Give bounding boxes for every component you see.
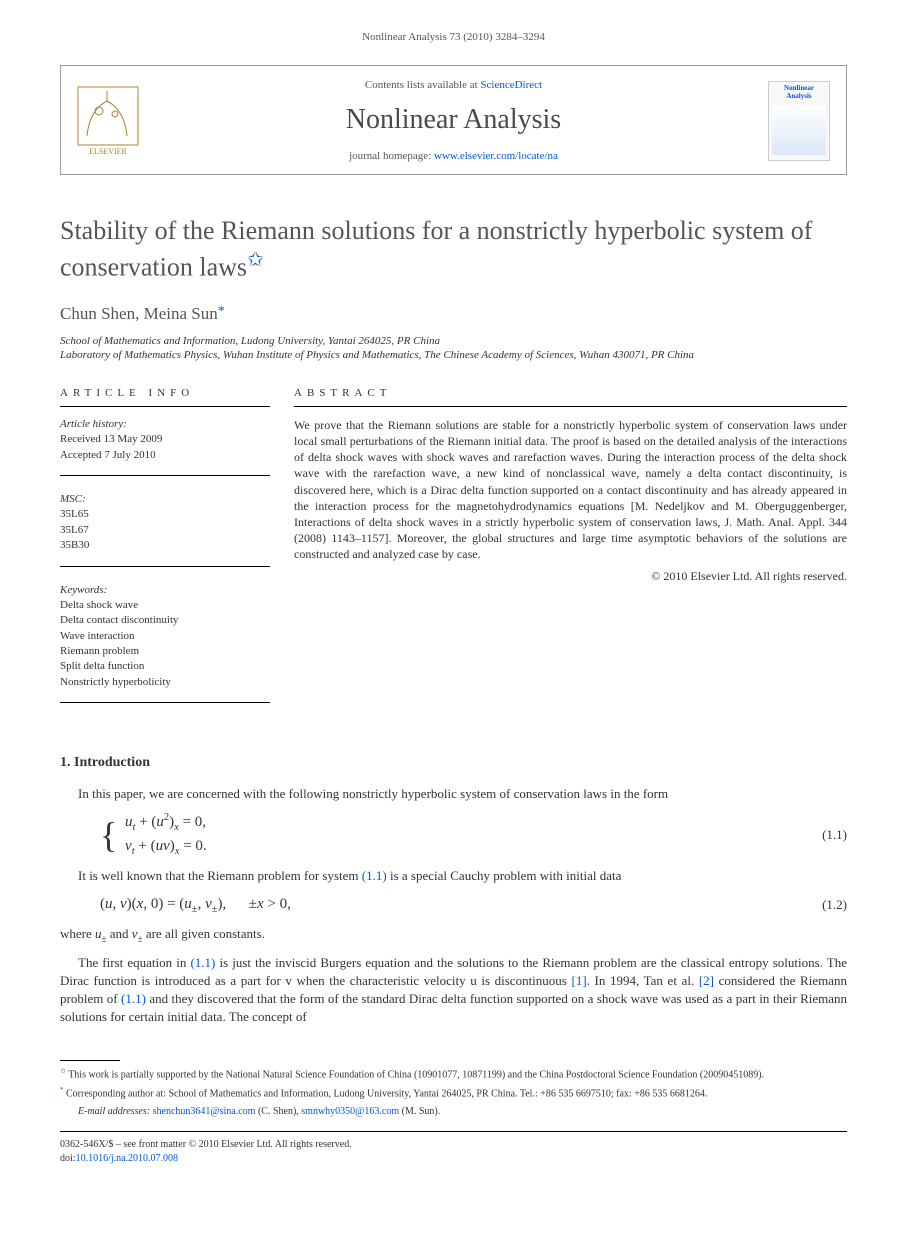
journal-title: Nonlinear Analysis xyxy=(155,100,752,139)
footnote-text: Corresponding author at: School of Mathe… xyxy=(64,1089,708,1100)
eq-line-2: vt + (uv)x = 0. xyxy=(125,838,207,854)
title-footnote-star-icon: ✩ xyxy=(247,249,264,271)
msc-code: 35L65 xyxy=(60,507,270,522)
affiliation-2: Laboratory of Mathematics Physics, Wuhan… xyxy=(60,348,847,362)
running-head: Nonlinear Analysis 73 (2010) 3284–3294 xyxy=(60,30,847,45)
email-link[interactable]: shenchun3641@sina.com xyxy=(153,1106,256,1117)
eq-ref-link[interactable]: (1.1) xyxy=(190,955,215,970)
homepage-line: journal homepage: www.elsevier.com/locat… xyxy=(155,149,752,164)
doi-line: doi:10.1016/j.na.2010.07.008 xyxy=(60,1152,847,1166)
abstract-heading: ABSTRACT xyxy=(294,386,847,406)
equation-number: (1.1) xyxy=(787,826,847,844)
abstract-copyright: © 2010 Elsevier Ltd. All rights reserved… xyxy=(294,568,847,585)
info-abstract-row: ARTICLE INFO Article history: Received 1… xyxy=(60,386,847,719)
title-text: Stability of the Riemann solutions for a… xyxy=(60,216,812,281)
article-info-column: ARTICLE INFO Article history: Received 1… xyxy=(60,386,270,719)
history-accepted: Accepted 7 July 2010 xyxy=(60,448,270,463)
doi-link[interactable]: 10.1016/j.na.2010.07.008 xyxy=(76,1153,179,1164)
contents-available-line: Contents lists available at ScienceDirec… xyxy=(155,78,752,93)
email-link[interactable]: smnwhy0350@163.com xyxy=(301,1106,399,1117)
article-history-block: Article history: Received 13 May 2009 Ac… xyxy=(60,417,270,476)
section-1-heading: 1. Introduction xyxy=(60,753,847,773)
history-label: Article history: xyxy=(60,417,270,432)
left-brace-icon: { xyxy=(100,826,117,844)
text: The first equation in xyxy=(78,955,190,970)
text: It is well known that the Riemann proble… xyxy=(78,868,362,883)
keyword: Wave interaction xyxy=(60,629,270,644)
front-matter-line: 0362-546X/$ – see front matter © 2010 El… xyxy=(60,1138,847,1152)
homepage-prefix: journal homepage: xyxy=(349,150,434,162)
equation-body: { ut + (u2)x = 0, vt + (uv)x = 0. xyxy=(100,811,787,859)
msc-code: 35L67 xyxy=(60,523,270,538)
keyword: Delta shock wave xyxy=(60,598,270,613)
equation-1-2: (u, v)(x, 0) = (u±, v±), ±x > 0, (1.2) xyxy=(60,894,847,918)
contents-prefix: Contents lists available at xyxy=(365,79,480,91)
bottom-rule xyxy=(60,1131,847,1132)
keywords-block: Keywords: Delta shock wave Delta contact… xyxy=(60,583,270,704)
equation-number: (1.2) xyxy=(787,896,847,914)
paragraph-4: The first equation in (1.1) is just the … xyxy=(60,954,847,1027)
text: . In 1994, Tan et al. xyxy=(587,973,699,988)
eq-ref-link[interactable]: (1.1) xyxy=(121,991,146,1006)
homepage-link[interactable]: www.elsevier.com/locate/na xyxy=(434,150,558,162)
article-info-heading: ARTICLE INFO xyxy=(60,386,270,406)
article-title: Stability of the Riemann solutions for a… xyxy=(60,215,847,284)
footnote-text: This work is partially supported by the … xyxy=(66,1070,764,1081)
citation-link[interactable]: [2] xyxy=(699,973,714,988)
email-name: (C. Shen), xyxy=(255,1106,301,1117)
keyword: Nonstrictly hyperbolicity xyxy=(60,675,270,690)
footnote-rule xyxy=(60,1060,120,1061)
abstract-text: We prove that the Riemann solutions are … xyxy=(294,417,847,563)
paragraph-3: where u± and v± are all given constants. xyxy=(60,925,847,945)
keyword: Delta contact discontinuity xyxy=(60,613,270,628)
msc-label: MSC: xyxy=(60,492,270,507)
cover-art xyxy=(772,105,826,155)
affiliations: School of Mathematics and Information, L… xyxy=(60,334,847,363)
footnote-funding: ✩ This work is partially supported by th… xyxy=(60,1067,847,1082)
email-name: (M. Sun). xyxy=(399,1106,440,1117)
citation-link[interactable]: [1] xyxy=(571,973,586,988)
cover-title: Nonlinear Analysis xyxy=(772,85,826,100)
msc-block: MSC: 35L65 35L67 35B30 xyxy=(60,492,270,567)
elsevier-logo: ELSEVIER xyxy=(77,86,139,156)
keyword: Split delta function xyxy=(60,659,270,674)
doi-label: doi: xyxy=(60,1153,76,1164)
eq-line-1: ut + (u2)x = 0, xyxy=(125,814,206,830)
msc-code: 35B30 xyxy=(60,538,270,553)
corresponding-author-star-icon: * xyxy=(218,304,225,319)
keyword: Riemann problem xyxy=(60,644,270,659)
header-center: Contents lists available at ScienceDirec… xyxy=(155,78,752,164)
email-label: E-mail addresses: xyxy=(78,1106,153,1117)
journal-header: ELSEVIER Contents lists available at Sci… xyxy=(60,65,847,175)
authors-text: Chun Shen, Meina Sun xyxy=(60,304,218,323)
text: is a special Cauchy problem with initial… xyxy=(387,868,622,883)
affiliation-1: School of Mathematics and Information, L… xyxy=(60,334,847,348)
paragraph-1: In this paper, we are concerned with the… xyxy=(60,785,847,803)
equation-1-1: { ut + (u2)x = 0, vt + (uv)x = 0. (1.1) xyxy=(60,811,847,859)
author-list: Chun Shen, Meina Sun* xyxy=(60,302,847,326)
paragraph-2: It is well known that the Riemann proble… xyxy=(60,867,847,885)
sciencedirect-link[interactable]: ScienceDirect xyxy=(480,79,542,91)
history-received: Received 13 May 2009 xyxy=(60,432,270,447)
footnote-corresponding: * Corresponding author at: School of Mat… xyxy=(60,1086,847,1101)
keywords-label: Keywords: xyxy=(60,583,270,598)
abstract-column: ABSTRACT We prove that the Riemann solut… xyxy=(294,386,847,585)
footnote-emails: E-mail addresses: shenchun3641@sina.com … xyxy=(60,1105,847,1119)
equation-body: (u, v)(x, 0) = (u±, v±), ±x > 0, xyxy=(100,894,787,918)
text: and they discovered that the form of the… xyxy=(60,991,847,1024)
journal-cover-thumbnail: Nonlinear Analysis xyxy=(768,81,830,161)
svg-text:ELSEVIER: ELSEVIER xyxy=(89,147,127,156)
eq-ref-link[interactable]: (1.1) xyxy=(362,868,387,883)
